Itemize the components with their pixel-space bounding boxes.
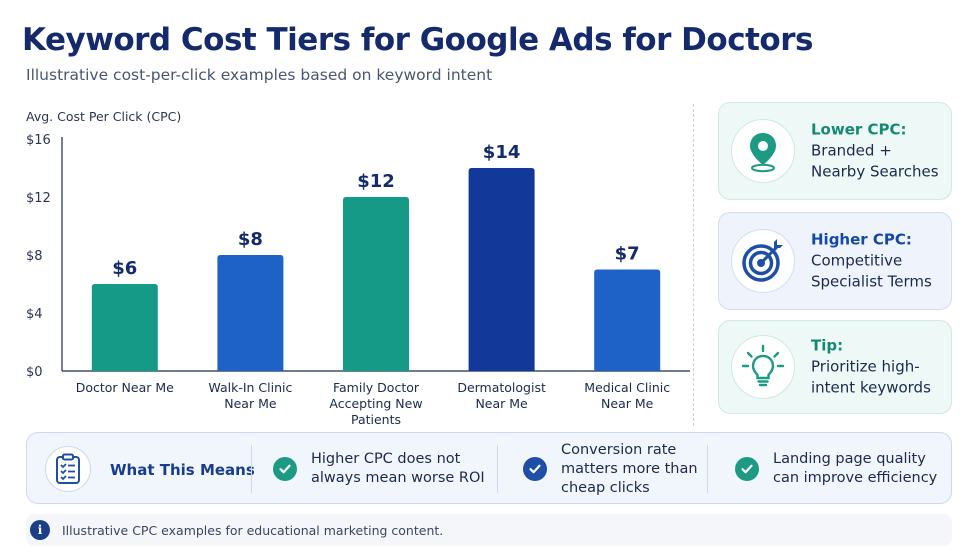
bar — [594, 269, 661, 371]
card-line: Competitive — [811, 251, 903, 270]
bar-value-label: $12 — [357, 171, 395, 192]
means-line: can improve efficiency — [773, 470, 938, 486]
card-lower-cpc: Lower CPC: Branded + Nearby Searches — [718, 102, 952, 200]
page-title: Keyword Cost Tiers for Google Ads for Do… — [22, 22, 813, 58]
what-this-means-panel: What This Means Higher CPC does not alwa… — [26, 432, 952, 504]
info-icon: i — [30, 520, 50, 540]
card-line: intent keywords — [811, 378, 931, 397]
card-line: Specialist Terms — [811, 272, 932, 291]
checklist-icon — [45, 446, 91, 492]
y-tick-label: $8 — [26, 249, 43, 264]
x-tick-label: Near Me — [224, 396, 277, 411]
y-axis-label: Avg. Cost Per Click (CPC) — [26, 109, 181, 124]
divider — [497, 445, 498, 493]
check-circle-icon — [273, 457, 297, 481]
x-tick-label: Walk-In Clinic — [208, 380, 292, 395]
means-line: Higher CPC does not — [311, 451, 461, 467]
means-point: Conversion rate matters more than cheap … — [523, 433, 698, 505]
card-heading: Higher CPC: — [811, 230, 912, 249]
x-tick-label: Family Doctor — [333, 380, 420, 395]
bar-value-label: $6 — [112, 258, 137, 279]
cpc-bar-chart: Avg. Cost Per Click (CPC) $0 $4 $8 $12 $16 $6 D… — [26, 109, 690, 427]
bar — [343, 197, 409, 371]
means-point: Landing page quality can improve efficie… — [735, 433, 937, 505]
target-icon — [731, 229, 795, 293]
lightbulb-icon — [731, 335, 795, 399]
y-tick-label: $0 — [26, 365, 43, 380]
means-line: cheap clicks — [561, 479, 650, 496]
means-line: always mean worse ROI — [311, 470, 485, 486]
means-heading: What This Means — [110, 461, 255, 479]
footer-text: Illustrative CPC examples for educationa… — [62, 522, 444, 538]
x-tick-label: Near Me — [601, 396, 654, 411]
divider — [707, 445, 708, 493]
card-line: Branded + — [811, 141, 892, 160]
card-tip: Tip: Prioritize high- intent keywords — [718, 320, 952, 414]
y-tick-label: $12 — [26, 191, 51, 206]
check-circle-icon — [523, 457, 547, 481]
means-point: Higher CPC does not always mean worse RO… — [273, 433, 485, 505]
x-tick-label: Patients — [351, 412, 401, 427]
check-circle-icon — [735, 457, 759, 481]
bar — [91, 284, 158, 371]
card-heading: Lower CPC: — [811, 120, 907, 139]
bar-value-label: $8 — [238, 229, 263, 250]
x-tick-label: Accepting New — [329, 396, 422, 411]
bar-value-label: $14 — [483, 142, 521, 163]
card-heading: Tip: — [811, 336, 844, 355]
y-tick-label: $16 — [26, 133, 51, 148]
divider — [251, 445, 252, 493]
x-tick-label: Dermatologist — [457, 380, 546, 395]
y-tick-label: $4 — [26, 307, 43, 322]
x-tick-label: Medical Clinic — [584, 380, 670, 395]
bar — [468, 168, 535, 371]
x-tick-label: Doctor Near Me — [76, 380, 174, 395]
card-line: Prioritize high- — [811, 357, 920, 376]
card-line: Nearby Searches — [811, 162, 939, 181]
means-line: Landing page quality — [773, 451, 926, 467]
means-line: Conversion rate — [561, 441, 677, 458]
x-tick-label: Near Me — [475, 396, 528, 411]
section-divider — [693, 104, 694, 426]
footer-note: i Illustrative CPC examples for educatio… — [26, 514, 952, 546]
bar-value-label: $7 — [615, 244, 640, 265]
location-pin-icon — [731, 119, 795, 183]
means-line: matters more than — [561, 460, 698, 477]
bar — [217, 255, 284, 371]
page-subtitle: Illustrative cost-per-click examples bas… — [26, 66, 493, 84]
card-higher-cpc: Higher CPC: Competitive Specialist Terms — [718, 212, 952, 310]
